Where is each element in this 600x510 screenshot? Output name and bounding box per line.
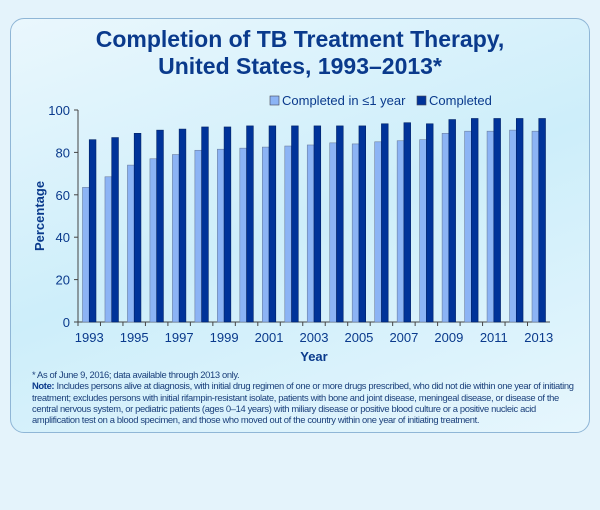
bar-completed-1995 bbox=[133, 133, 142, 323]
bar-completed-1yr-2001 bbox=[262, 146, 270, 323]
y-tick-label: 60 bbox=[56, 188, 70, 203]
bar-completed-1yr-1996 bbox=[149, 158, 157, 323]
y-tick-label: 0 bbox=[63, 315, 70, 330]
bar-completed-2006 bbox=[381, 123, 389, 323]
x-tick-label: 1997 bbox=[165, 330, 194, 345]
bar-completed-1yr-2000 bbox=[239, 147, 247, 323]
note-label: Note: bbox=[32, 380, 55, 392]
bar-completed-2009 bbox=[448, 119, 456, 323]
bar-completed-1994 bbox=[111, 137, 119, 323]
y-axis-label: Percentage bbox=[32, 181, 47, 251]
chart-title: Completion of TB Treatment Therapy, Unit… bbox=[0, 26, 600, 80]
bar-completed-1yr-1997 bbox=[172, 154, 180, 323]
bar-completed-2012 bbox=[515, 118, 524, 323]
x-tick-label: 2011 bbox=[480, 330, 508, 345]
bar-completed-2001 bbox=[268, 125, 277, 323]
bar-completed-2002 bbox=[291, 125, 299, 323]
bar-completed-1yr-1998 bbox=[194, 149, 202, 323]
bar-completed-1997 bbox=[178, 128, 187, 323]
legend-swatch bbox=[269, 95, 280, 106]
footnotes: * As of June 9, 2016; data available thr… bbox=[32, 369, 582, 425]
bar-completed-1yr-2008 bbox=[419, 139, 427, 323]
bar-completed-2011 bbox=[493, 118, 501, 323]
bar-completed-1yr-1993 bbox=[82, 187, 90, 323]
bar-completed-1yr-2012 bbox=[509, 129, 517, 323]
x-tick-label: 2007 bbox=[389, 330, 418, 345]
x-tick-label: 1995 bbox=[120, 330, 149, 345]
y-tick-label: 40 bbox=[56, 230, 70, 245]
bar-completed-2010 bbox=[471, 118, 479, 323]
bar-completed-2004 bbox=[336, 125, 344, 323]
bar-completed-1yr-1999 bbox=[217, 148, 225, 323]
note: Note: Includes persons alive at diagnosi… bbox=[32, 380, 582, 425]
bar-completed-1yr-2013 bbox=[531, 130, 540, 323]
bar-completed-1yr-2005 bbox=[351, 143, 360, 323]
bar-completed-1999 bbox=[223, 126, 232, 323]
x-tick-label: 2013 bbox=[524, 330, 553, 345]
x-tick-label: 2001 bbox=[255, 330, 284, 345]
bar-completed-1993 bbox=[88, 139, 97, 323]
legend-label: Completed in ≤1 year bbox=[282, 93, 406, 108]
bar-completed-1998 bbox=[201, 126, 209, 323]
x-tick-label: 1993 bbox=[75, 330, 104, 345]
bar-completed-2003 bbox=[313, 125, 322, 323]
bar-completed-1yr-2006 bbox=[374, 141, 382, 323]
bar-completed-1yr-2003 bbox=[306, 144, 315, 323]
legend-swatch bbox=[416, 95, 427, 106]
bar-completed-1yr-1994 bbox=[104, 176, 113, 323]
bar-completed-2013 bbox=[538, 118, 546, 323]
x-tick-label: 2009 bbox=[434, 330, 463, 345]
x-tick-label: 1999 bbox=[210, 330, 239, 345]
bar-completed-1yr-2002 bbox=[284, 145, 292, 323]
bar-completed-2005 bbox=[358, 125, 366, 323]
bar-completed-1yr-2004 bbox=[329, 142, 337, 323]
bar-completed-1yr-2010 bbox=[464, 130, 472, 323]
footnote-asterisk: * As of June 9, 2016; data available thr… bbox=[32, 369, 240, 380]
bar-completed-1996 bbox=[156, 129, 164, 323]
bar-completed-2000 bbox=[246, 125, 254, 323]
y-tick-label: 20 bbox=[56, 273, 70, 288]
bar-completed-1yr-1995 bbox=[127, 164, 135, 323]
legend-label: Completed bbox=[429, 93, 492, 108]
x-tick-label: 2003 bbox=[300, 330, 329, 345]
x-tick-label: 2005 bbox=[344, 330, 373, 345]
note-text: Includes persons alive at diagnosis, wit… bbox=[32, 380, 574, 426]
bar-completed-2007 bbox=[403, 122, 411, 323]
bar-completed-1yr-2011 bbox=[486, 130, 495, 323]
title-line-1: Completion of TB Treatment Therapy, bbox=[95, 26, 505, 52]
bar-completed-1yr-2009 bbox=[441, 133, 450, 323]
bar-completed-1yr-2007 bbox=[396, 140, 405, 323]
y-tick-label: 80 bbox=[56, 145, 70, 160]
title-line-2: United States, 1993–2013* bbox=[158, 53, 442, 79]
bar-completed-2008 bbox=[426, 123, 434, 323]
x-axis-label: Year bbox=[300, 349, 327, 364]
y-tick-label: 100 bbox=[48, 103, 70, 118]
